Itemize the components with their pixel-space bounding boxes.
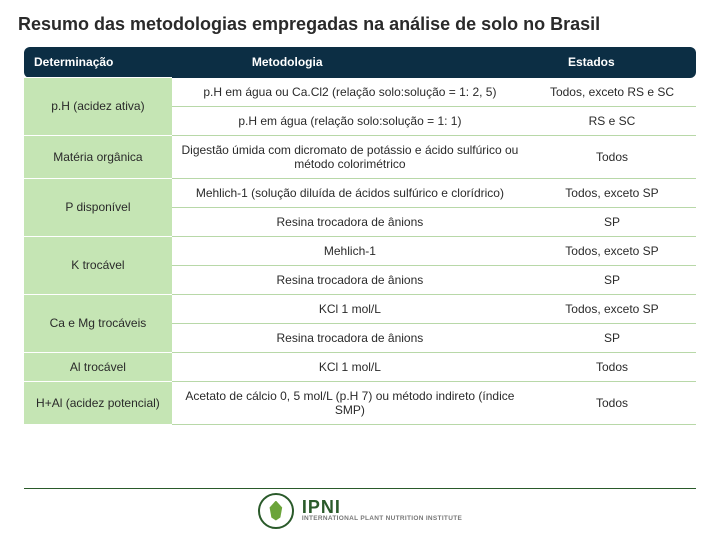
cell-determinacao: K trocável: [24, 236, 172, 294]
col-header-estados: Estados: [528, 47, 696, 78]
table-header-row: Determinação Metodologia Estados: [24, 47, 696, 78]
footer: IPNI INTERNATIONAL PLANT NUTRITION INSTI…: [24, 488, 696, 532]
cell-estados: Todos, exceto SP: [528, 236, 696, 265]
table-container: Determinação Metodologia Estados p.H (ac…: [0, 47, 720, 425]
table-row: Ca e Mg trocáveisKCl 1 mol/LTodos, excet…: [24, 294, 696, 323]
col-header-metodologia: Metodologia: [172, 47, 528, 78]
logo-text: IPNI INTERNATIONAL PLANT NUTRITION INSTI…: [302, 498, 462, 523]
cell-estados: Todos: [528, 352, 696, 381]
cell-metodologia: Resina trocadora de ânions: [172, 207, 528, 236]
cell-estados: Todos, exceto SP: [528, 294, 696, 323]
table-row: p.H (acidez ativa)p.H em água ou Ca.Cl2 …: [24, 78, 696, 107]
logo-sub-text: INTERNATIONAL PLANT NUTRITION INSTITUTE: [302, 516, 462, 523]
table-row: P disponívelMehlich-1 (solução diluída d…: [24, 178, 696, 207]
cell-estados: Todos: [528, 381, 696, 424]
cell-estados: SP: [528, 265, 696, 294]
cell-estados: Todos, exceto RS e SC: [528, 78, 696, 107]
cell-metodologia: Digestão úmida com dicromato de potássio…: [172, 135, 528, 178]
cell-determinacao: P disponível: [24, 178, 172, 236]
cell-determinacao: p.H (acidez ativa): [24, 78, 172, 136]
col-header-determinacao: Determinação: [24, 47, 172, 78]
cell-estados: Todos: [528, 135, 696, 178]
cell-determinacao: Ca e Mg trocáveis: [24, 294, 172, 352]
cell-metodologia: Mehlich-1: [172, 236, 528, 265]
table-row: K trocávelMehlich-1Todos, exceto SP: [24, 236, 696, 265]
page-title: Resumo das metodologias empregadas na an…: [0, 0, 720, 47]
cell-metodologia: p.H em água (relação solo:solução = 1: 1…: [172, 106, 528, 135]
ipni-logo-icon: [258, 493, 294, 529]
cell-metodologia: Resina trocadora de ânions: [172, 265, 528, 294]
cell-determinacao: H+Al (acidez potencial): [24, 381, 172, 424]
cell-determinacao: Matéria orgânica: [24, 135, 172, 178]
cell-determinacao: Al trocável: [24, 352, 172, 381]
table-body: p.H (acidez ativa)p.H em água ou Ca.Cl2 …: [24, 78, 696, 425]
cell-metodologia: Mehlich-1 (solução diluída de ácidos sul…: [172, 178, 528, 207]
cell-estados: SP: [528, 323, 696, 352]
table-row: Matéria orgânicaDigestão úmida com dicro…: [24, 135, 696, 178]
cell-metodologia: p.H em água ou Ca.Cl2 (relação solo:solu…: [172, 78, 528, 107]
cell-metodologia: Resina trocadora de ânions: [172, 323, 528, 352]
methods-table: Determinação Metodologia Estados p.H (ac…: [24, 47, 696, 425]
cell-metodologia: KCl 1 mol/L: [172, 294, 528, 323]
table-row: H+Al (acidez potencial)Acetato de cálcio…: [24, 381, 696, 424]
logo-main-text: IPNI: [302, 498, 462, 516]
table-row: Al trocávelKCl 1 mol/LTodos: [24, 352, 696, 381]
cell-estados: RS e SC: [528, 106, 696, 135]
leaf-icon: [267, 501, 285, 521]
cell-metodologia: Acetato de cálcio 0, 5 mol/L (p.H 7) ou …: [172, 381, 528, 424]
cell-estados: SP: [528, 207, 696, 236]
cell-metodologia: KCl 1 mol/L: [172, 352, 528, 381]
cell-estados: Todos, exceto SP: [528, 178, 696, 207]
